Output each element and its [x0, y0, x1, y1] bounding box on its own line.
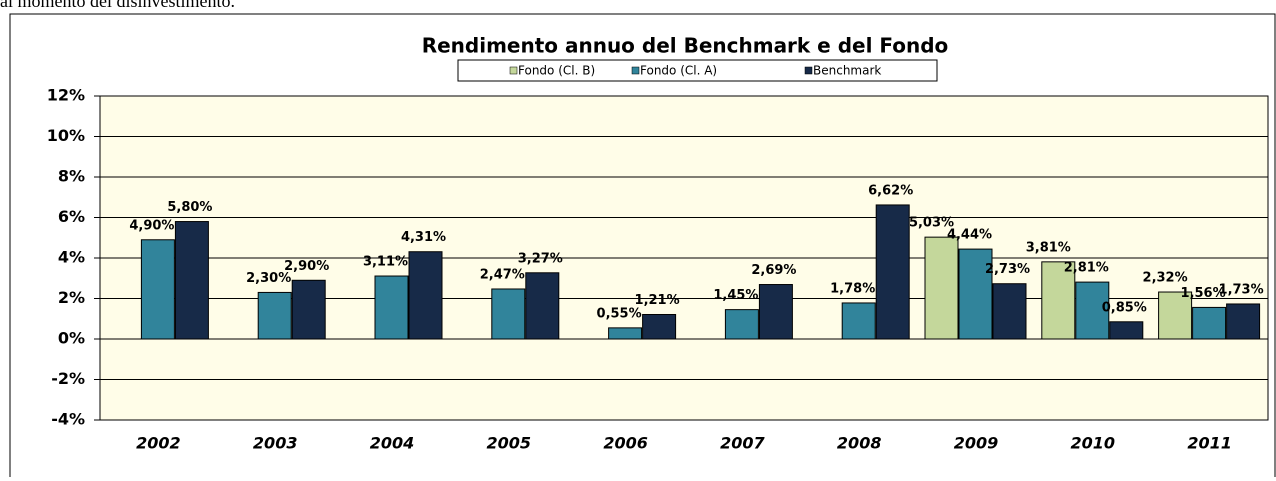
x-tick-label: 2005 — [487, 434, 532, 453]
x-tick-label: 2006 — [603, 434, 648, 453]
data-label: 1,78% — [830, 281, 875, 296]
data-label: 2,73% — [985, 262, 1030, 277]
legend-label: Fondo (Cl. B) — [518, 64, 595, 78]
y-tick-label: -4% — [51, 410, 85, 429]
y-tick-label: 10% — [47, 126, 85, 145]
bar — [257, 291, 292, 340]
data-label: 2,30% — [246, 271, 291, 286]
bar — [374, 275, 409, 340]
legend-swatch — [509, 66, 518, 75]
data-label: 3,27% — [518, 251, 563, 266]
data-label: 3,11% — [363, 255, 408, 270]
bar — [525, 272, 560, 340]
x-tick-label: 2004 — [370, 434, 415, 453]
y-tick-label: 2% — [58, 288, 85, 307]
data-label: 0,55% — [597, 306, 642, 321]
y-tick-label: 6% — [58, 207, 85, 226]
x-tick-label: 2010 — [1071, 434, 1116, 453]
bar — [841, 302, 876, 340]
bar — [1075, 281, 1110, 340]
chart-frame — [9, 13, 1276, 477]
bar — [992, 283, 1027, 340]
data-label: 1,56% — [1181, 286, 1226, 301]
bar — [408, 251, 443, 340]
bar — [1192, 306, 1227, 340]
bar — [1226, 303, 1261, 340]
data-label: 1,21% — [635, 293, 680, 308]
x-tick-label: 2011 — [1187, 434, 1232, 453]
bar — [608, 327, 643, 340]
data-label: 4,31% — [401, 230, 446, 245]
bar — [1041, 261, 1076, 340]
y-tick-label: 8% — [58, 167, 85, 186]
data-label: 2,69% — [751, 263, 796, 278]
chart-title: Rendimento annuo del Benchmark e del Fon… — [422, 34, 949, 58]
legend-box — [457, 59, 938, 82]
x-tick-label: 2009 — [954, 434, 999, 453]
bar — [1109, 321, 1144, 340]
data-label: 3,81% — [1026, 240, 1071, 255]
data-label: 4,44% — [947, 228, 992, 243]
data-label: 5,03% — [909, 216, 954, 231]
data-label: 2,90% — [284, 259, 329, 274]
bar — [875, 204, 910, 340]
bar — [1158, 291, 1193, 340]
legend-label: Fondo (Cl. A) — [640, 64, 717, 78]
bar — [958, 248, 993, 340]
bar — [924, 236, 959, 340]
y-tick-label: 4% — [58, 248, 85, 267]
intro-text: al momento del disinvestimento. — [0, 0, 235, 11]
data-label: 1,73% — [1219, 282, 1264, 297]
legend-label: Benchmark — [813, 64, 881, 78]
y-tick-label: -2% — [51, 369, 85, 388]
data-label: 1,45% — [713, 288, 758, 303]
x-tick-label: 2003 — [253, 434, 298, 453]
x-tick-label: 2002 — [136, 434, 181, 453]
bar — [724, 309, 759, 340]
bar — [491, 288, 526, 340]
x-tick-label: 2007 — [720, 434, 765, 453]
bar — [291, 279, 326, 340]
y-tick-label: 0% — [58, 329, 85, 348]
data-label: 5,80% — [167, 200, 212, 215]
data-label: 2,81% — [1064, 261, 1109, 276]
bar — [140, 239, 175, 340]
data-label: 0,85% — [1102, 300, 1147, 315]
legend-swatch — [631, 66, 640, 75]
data-label: 2,32% — [1143, 271, 1188, 286]
y-tick-label: 12% — [47, 86, 85, 105]
bar — [758, 284, 793, 340]
legend-swatch — [804, 66, 813, 75]
data-label: 4,90% — [129, 218, 174, 233]
data-label: 2,47% — [480, 267, 525, 282]
data-label: 6,62% — [868, 183, 913, 198]
x-tick-label: 2008 — [837, 434, 882, 453]
bar — [174, 221, 209, 340]
bar — [642, 313, 677, 340]
